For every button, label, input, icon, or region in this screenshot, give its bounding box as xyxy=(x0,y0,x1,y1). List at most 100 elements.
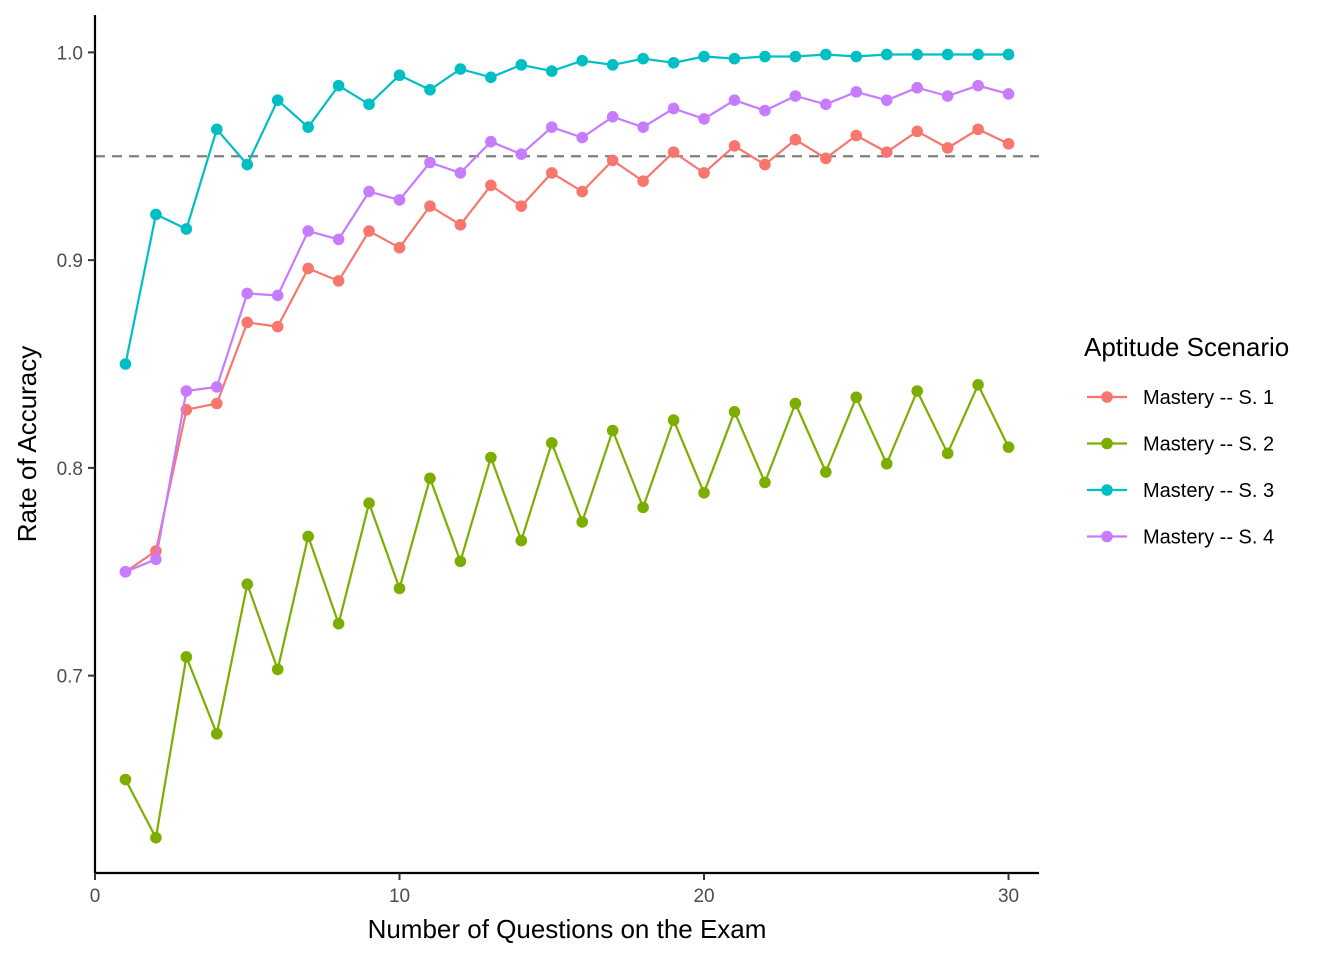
data-point xyxy=(271,289,284,302)
data-point xyxy=(728,94,741,106)
data-point xyxy=(211,397,223,410)
data-point xyxy=(880,94,893,106)
data-point xyxy=(576,131,589,144)
data-point xyxy=(302,262,314,275)
data-point xyxy=(728,52,741,65)
data-point xyxy=(1002,138,1015,150)
data-point xyxy=(454,555,467,568)
data-point xyxy=(393,69,406,82)
data-point xyxy=(789,133,802,146)
data-point xyxy=(698,487,710,499)
data-point xyxy=(972,123,984,136)
data-point xyxy=(941,447,954,460)
data-point xyxy=(119,565,132,578)
data-point xyxy=(119,773,132,786)
data-point xyxy=(606,424,619,437)
data-point xyxy=(241,316,254,329)
data-point xyxy=(850,129,863,142)
data-point xyxy=(880,48,893,61)
data-point xyxy=(211,123,223,136)
data-point xyxy=(180,385,193,397)
data-point xyxy=(545,167,558,179)
data-point xyxy=(911,125,923,138)
data-point xyxy=(424,472,436,485)
legend-key-point xyxy=(1101,484,1113,496)
data-point xyxy=(485,179,497,192)
y-tick-label: 0.7 xyxy=(57,667,83,688)
data-point xyxy=(424,156,436,169)
data-point xyxy=(911,48,923,61)
data-point xyxy=(820,152,832,165)
data-point xyxy=(728,405,741,418)
data-point xyxy=(759,104,771,117)
data-point xyxy=(911,385,923,397)
data-point xyxy=(972,48,984,61)
legend-item: Mastery -- S. 2 xyxy=(1087,434,1274,456)
data-point xyxy=(941,48,954,61)
data-point xyxy=(271,94,284,106)
data-point xyxy=(545,121,558,133)
data-point xyxy=(820,466,832,478)
legend: Aptitude Scenario Mastery -- S. 1Mastery… xyxy=(1084,332,1289,549)
data-point xyxy=(119,358,132,370)
data-point xyxy=(941,90,954,102)
data-point xyxy=(363,98,375,111)
legend-title: Aptitude Scenario xyxy=(1084,332,1289,362)
data-point xyxy=(880,457,893,470)
y-tick-label: 0.9 xyxy=(57,251,83,272)
data-point xyxy=(515,534,528,547)
data-point xyxy=(667,146,680,158)
legend-label: Mastery -- S. 4 xyxy=(1143,527,1274,549)
data-point xyxy=(820,48,832,61)
data-point xyxy=(880,146,893,158)
data-point xyxy=(515,148,528,160)
data-point xyxy=(271,663,284,676)
data-point xyxy=(606,110,619,123)
series-line xyxy=(125,84,1009,573)
data-point xyxy=(241,287,254,300)
data-point xyxy=(637,501,649,514)
data-point xyxy=(454,167,467,179)
data-point xyxy=(302,225,314,237)
x-tick-label: 30 xyxy=(998,886,1019,907)
data-point xyxy=(302,121,314,133)
series-line xyxy=(124,53,1009,365)
data-point xyxy=(667,102,680,115)
data-point xyxy=(241,578,254,591)
data-point xyxy=(759,158,771,171)
data-point xyxy=(606,154,619,167)
tick-layer: 0 10 20 30 0.7 0.8 0.9 1.0 xyxy=(57,43,1020,907)
legend-key-point xyxy=(1101,391,1113,403)
data-point xyxy=(332,79,345,92)
data-point xyxy=(424,200,436,212)
data-point xyxy=(911,81,923,94)
legend-key-point xyxy=(1101,437,1113,450)
data-point xyxy=(515,200,528,212)
data-point xyxy=(667,56,680,69)
y-axis-title: Rate of Accuracy xyxy=(12,346,42,543)
series-line xyxy=(124,128,1009,573)
data-point xyxy=(972,79,984,92)
data-point xyxy=(332,233,345,246)
data-point xyxy=(637,175,649,187)
series-3 xyxy=(119,48,1015,370)
data-point xyxy=(180,223,193,235)
axes-layer xyxy=(93,15,1039,875)
data-point xyxy=(545,65,558,77)
data-point xyxy=(545,437,558,449)
data-point xyxy=(972,378,984,391)
data-point xyxy=(637,52,649,65)
data-point xyxy=(667,414,680,426)
series-2 xyxy=(119,378,1015,844)
data-point xyxy=(150,831,162,844)
legend-key-point xyxy=(1101,530,1113,543)
series-4 xyxy=(119,79,1015,578)
legend-item: Mastery -- S. 4 xyxy=(1087,527,1274,549)
data-point xyxy=(150,208,162,221)
data-point xyxy=(454,219,467,231)
data-point xyxy=(576,54,589,67)
x-tick-label: 0 xyxy=(90,886,101,907)
data-point xyxy=(211,728,223,740)
x-axis-title: Number of Questions on the Exam xyxy=(368,914,767,944)
data-point xyxy=(789,50,802,63)
